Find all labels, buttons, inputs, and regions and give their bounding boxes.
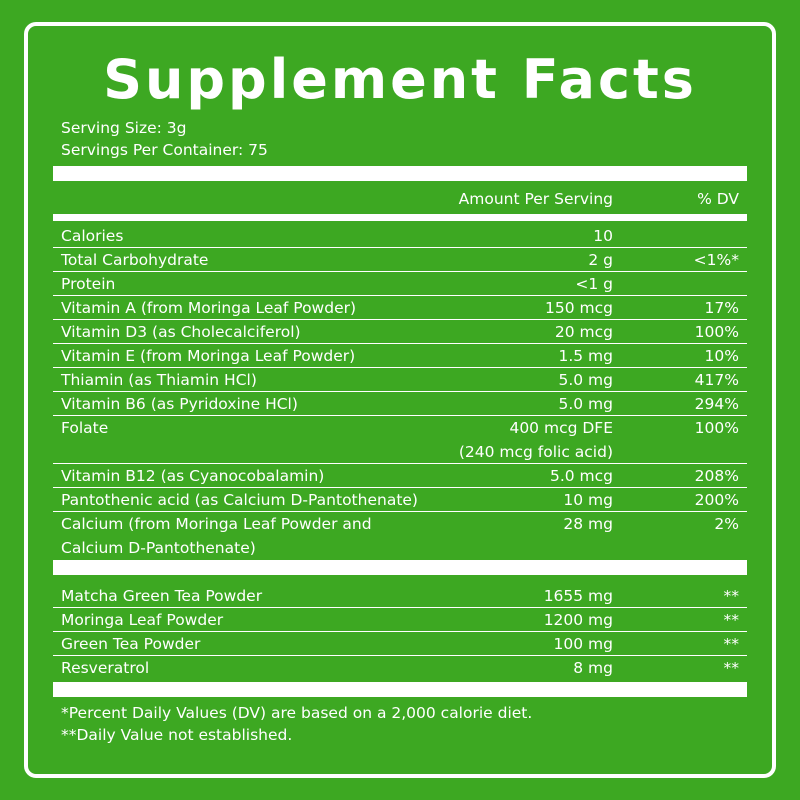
- nutrient-name: Vitamin B12 (as Cyanocobalamin): [61, 467, 325, 485]
- divider-bar-top: [53, 166, 747, 181]
- table-row: Total Carbohydrate 2 g <1%*: [53, 248, 747, 272]
- nutrient-amount: 20 mcg: [554, 323, 613, 341]
- table-row: Vitamin B12 (as Cyanocobalamin) 5.0 mcg 20…: [53, 464, 747, 488]
- table-row: Vitamin E (from Moringa Leaf Powder) 1.5 …: [53, 344, 747, 368]
- row-divider: [53, 319, 747, 320]
- row-divider: [53, 487, 747, 488]
- nutrient-amount: 5.0 mg: [558, 395, 613, 413]
- supplement-facts-panel: Supplement Facts Serving Size: 3g Servin…: [53, 44, 747, 752]
- nutrient-dv: 100%: [694, 323, 739, 341]
- nutrient-dv: 100%: [694, 419, 739, 437]
- nutrient-amount: 5.0 mg: [558, 371, 613, 389]
- nutrient-name: Calories: [61, 227, 124, 245]
- divider-bar-bottom: [53, 682, 747, 697]
- nutrient-amount: 2 g: [588, 251, 613, 269]
- nutrient-dv: **: [723, 587, 740, 605]
- nutrient-amount: 400 mcg DFE (240 mcg folic acid): [458, 419, 613, 461]
- table-row: Folate 400 mcg DFE (240 mcg folic acid) 100…: [53, 416, 747, 464]
- table-row: Moringa Leaf Powder 1200 mg **: [53, 608, 747, 632]
- row-divider: [53, 247, 747, 248]
- row-divider: [53, 607, 747, 608]
- nutrient-name: Green Tea Powder: [61, 635, 201, 653]
- row-divider: [53, 631, 747, 632]
- nutrient-amount: 1200 mg: [543, 611, 613, 629]
- nutrient-dv: 2%: [714, 515, 739, 533]
- divider-bar-header: [53, 214, 747, 221]
- nutrient-name: Thiamin (as Thiamin HCl): [61, 371, 257, 389]
- page-title: Supplement Facts: [103, 48, 697, 111]
- nutrient-dv: **: [723, 635, 740, 653]
- header-dv: % DV: [697, 190, 739, 208]
- nutrient-name: Vitamin E (from Moringa Leaf Powder): [61, 347, 356, 365]
- nutrient-dv: **: [723, 659, 740, 677]
- row-divider: [53, 655, 747, 656]
- nutrient-amount: 10 mg: [563, 491, 613, 509]
- nutrient-amount: 1.5 mg: [558, 347, 613, 365]
- nutrient-name: Moringa Leaf Powder: [61, 611, 224, 629]
- nutrient-amount: 8 mg: [573, 659, 613, 677]
- nutrient-name: Vitamin A (from Moringa Leaf Powder): [61, 299, 357, 317]
- table-row: Resveratrol 8 mg **: [53, 656, 747, 680]
- row-divider: [53, 295, 747, 296]
- row-divider: [53, 415, 747, 416]
- nutrient-amount: 28 mg: [563, 515, 613, 533]
- row-divider: [53, 511, 747, 512]
- divider-bar-blend: [53, 560, 747, 575]
- label-frame: [24, 22, 776, 778]
- nutrient-name: Pantothenic acid (as Calcium D-Pantothen…: [61, 491, 418, 509]
- nutrient-dv: <1%*: [693, 251, 739, 269]
- row-divider: [53, 343, 747, 344]
- serving-size: Serving Size: 3g: [61, 119, 187, 137]
- table-row: Protein <1 g: [53, 272, 747, 296]
- nutrient-name: Resveratrol: [61, 659, 150, 677]
- nutrient-amount: 100 mg: [553, 635, 613, 653]
- table-row: Vitamin D3 (as Cholecalciferol) 20 mcg 100…: [53, 320, 747, 344]
- nutrient-amount: 10: [593, 227, 613, 245]
- nutrient-name: Folate: [61, 419, 109, 437]
- footnote-dv: *Percent Daily Values (DV) are based on …: [61, 704, 533, 722]
- nutrient-amount: 5.0 mcg: [549, 467, 613, 485]
- table-row: Vitamin B6 (as Pyridoxine HCl) 5.0 mg 294%: [53, 392, 747, 416]
- nutrient-name: Total Carbohydrate: [61, 251, 209, 269]
- row-divider: [53, 367, 747, 368]
- nutrient-dv: 10%: [704, 347, 739, 365]
- nutrient-name: Matcha Green Tea Powder: [61, 587, 263, 605]
- nutrient-dv: 200%: [694, 491, 739, 509]
- nutrient-name: Protein: [61, 275, 116, 293]
- header-amount: Amount Per Serving: [458, 190, 613, 208]
- nutrient-dv: **: [723, 611, 740, 629]
- row-divider: [53, 463, 747, 464]
- row-divider: [53, 391, 747, 392]
- nutrient-dv: 208%: [694, 467, 739, 485]
- table-row: Calcium (from Moringa Leaf Powder and Cal…: [53, 512, 747, 562]
- table-row: Matcha Green Tea Powder 1655 mg **: [53, 584, 747, 608]
- table-row: Thiamin (as Thiamin HCl) 5.0 mg 417%: [53, 368, 747, 392]
- nutrient-amount: 150 mcg: [545, 299, 613, 317]
- nutrient-name: Vitamin D3 (as Cholecalciferol): [61, 323, 301, 341]
- nutrient-amount: <1 g: [575, 275, 613, 293]
- row-divider: [53, 271, 747, 272]
- table-row: Green Tea Powder 100 mg **: [53, 632, 747, 656]
- table-row: Pantothenic acid (as Calcium D-Pantothen…: [53, 488, 747, 512]
- servings-per-container: Servings Per Container: 75: [61, 141, 268, 159]
- nutrient-name: Calcium (from Moringa Leaf Powder and Cal…: [61, 515, 372, 557]
- nutrient-name: Vitamin B6 (as Pyridoxine HCl): [61, 395, 298, 413]
- table-row: Vitamin A (from Moringa Leaf Powder) 150 …: [53, 296, 747, 320]
- table-row: Calories 10: [53, 224, 747, 248]
- nutrient-dv: 17%: [704, 299, 739, 317]
- nutrient-amount: 1655 mg: [543, 587, 613, 605]
- footnote-not-established: **Daily Value not established.: [61, 726, 293, 744]
- nutrient-dv: 417%: [694, 371, 739, 389]
- nutrient-dv: 294%: [694, 395, 739, 413]
